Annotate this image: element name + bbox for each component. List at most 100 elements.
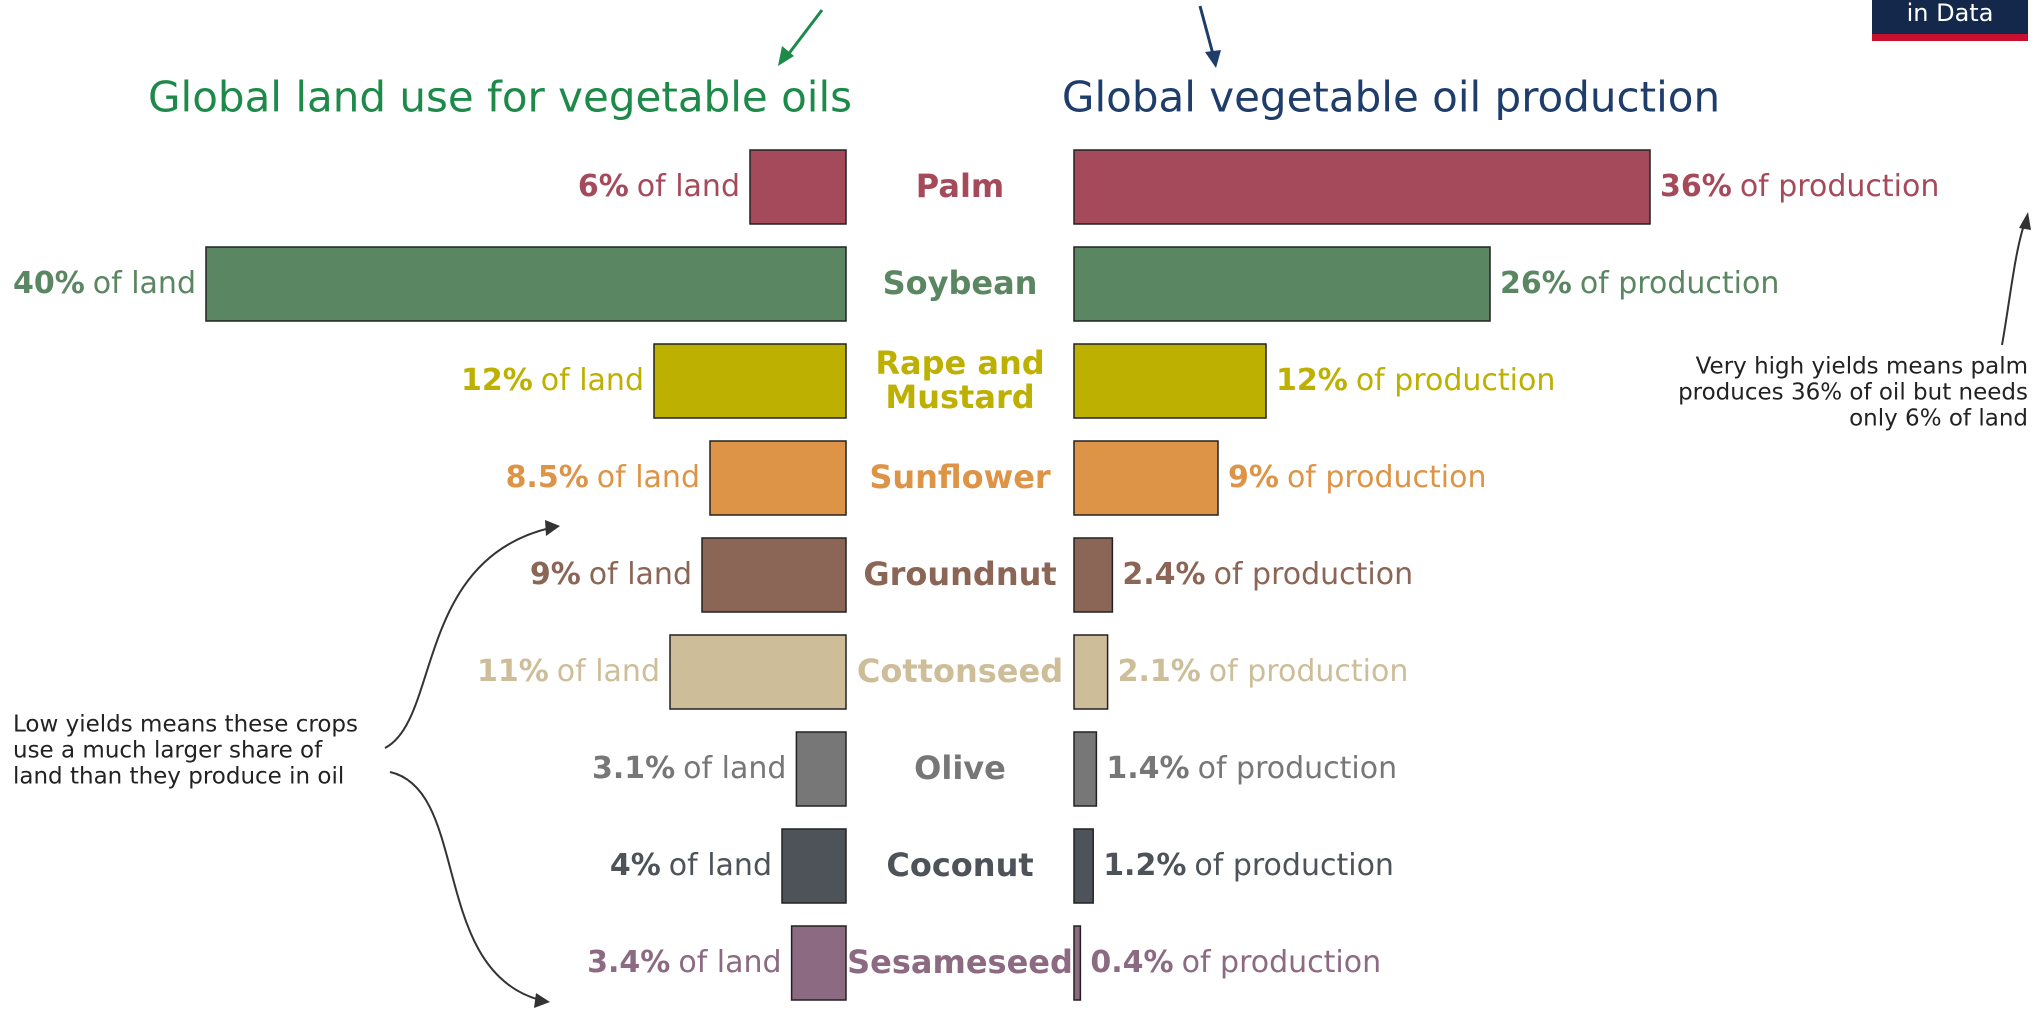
category-label: Sunflower bbox=[869, 458, 1051, 497]
value-number: 4% bbox=[610, 848, 661, 883]
value-label: 1.2% of production bbox=[1103, 848, 1394, 883]
value-label: 3.4% of land bbox=[587, 945, 781, 980]
value-number: 2.1% bbox=[1118, 654, 1201, 689]
arrow-head bbox=[2019, 212, 2031, 230]
value-number: 3.1% bbox=[592, 751, 675, 786]
value-number: 9% bbox=[530, 557, 581, 592]
value-unit: of production bbox=[1287, 460, 1487, 495]
value-unit: of production bbox=[1580, 266, 1780, 301]
bar bbox=[1073, 828, 1094, 904]
arrow-head bbox=[534, 993, 550, 1008]
category-label: Sesameseed bbox=[848, 943, 1072, 982]
value-number: 12% bbox=[1276, 363, 1348, 398]
category-box: Sunflower bbox=[869, 458, 1051, 497]
annotation: use a much larger share of bbox=[13, 738, 323, 764]
value-unit: of production bbox=[1198, 751, 1398, 786]
value-unit: of land bbox=[683, 751, 786, 786]
value-label: 1.4% of production bbox=[1106, 751, 1397, 786]
bar bbox=[1073, 634, 1109, 710]
value-unit: of land bbox=[541, 363, 644, 398]
bar bbox=[709, 440, 847, 516]
category-box: Groundnut bbox=[863, 557, 1056, 591]
bar bbox=[1073, 246, 1491, 322]
value-label: 26% of production bbox=[1500, 266, 1779, 301]
annotation: only 6% of land bbox=[1849, 406, 2028, 432]
value-unit: of production bbox=[1214, 557, 1414, 592]
value-number: 3.4% bbox=[587, 945, 670, 980]
value-number: 1.4% bbox=[1106, 751, 1189, 786]
value-label: 12% of land bbox=[461, 363, 644, 398]
logo-stripe bbox=[1872, 34, 2028, 41]
bar bbox=[669, 634, 847, 710]
value-label: 6% of land bbox=[578, 169, 740, 204]
value-label: 9% of land bbox=[530, 557, 692, 592]
bar bbox=[795, 731, 847, 807]
category-label: Soybean bbox=[882, 264, 1038, 303]
bar bbox=[749, 149, 847, 225]
bar bbox=[781, 828, 847, 904]
value-label: 2.4% of production bbox=[1122, 557, 1413, 592]
category-label: Palm bbox=[915, 167, 1005, 206]
value-label: 2.1% of production bbox=[1118, 654, 1409, 689]
value-label: 0.4% of production bbox=[1090, 945, 1381, 980]
annotation-arrow bbox=[389, 771, 541, 1001]
arrow bbox=[782, 9, 824, 61]
category-box: Rape and Mustard bbox=[875, 344, 1045, 416]
value-unit: of production bbox=[1182, 945, 1382, 980]
value-number: 26% bbox=[1500, 266, 1572, 301]
value-unit: of production bbox=[1356, 363, 1556, 398]
value-number: 0.4% bbox=[1090, 945, 1173, 980]
annotation: land than they produce in oil bbox=[13, 764, 344, 790]
bar bbox=[1073, 440, 1219, 516]
logo-box bbox=[1872, 0, 2028, 34]
bar bbox=[205, 246, 847, 322]
category-box: Soybean bbox=[882, 264, 1038, 303]
value-number: 12% bbox=[461, 363, 533, 398]
panel-title: Global land use for vegetable oils bbox=[148, 73, 852, 122]
bar bbox=[1073, 537, 1114, 613]
value-unit: of land bbox=[637, 169, 740, 204]
bar bbox=[1073, 343, 1267, 419]
value-label: 12% of production bbox=[1276, 363, 1555, 398]
value-label: 9% of production bbox=[1228, 460, 1486, 495]
category-box: Coconut bbox=[886, 846, 1034, 885]
category-box: Olive bbox=[914, 749, 1006, 788]
value-label: 11% of land bbox=[477, 654, 660, 689]
annotation: Very high yields means palm bbox=[1696, 354, 2028, 380]
value-label: 40% of land bbox=[13, 266, 196, 301]
annotation-arrow bbox=[2001, 221, 2026, 346]
category-box: Palm bbox=[915, 167, 1005, 206]
value-label: 8.5% of land bbox=[506, 460, 700, 495]
arrow bbox=[1198, 5, 1216, 59]
value-number: 40% bbox=[13, 266, 85, 301]
value-number: 2.4% bbox=[1122, 557, 1205, 592]
value-unit: of land bbox=[557, 654, 660, 689]
value-unit: of production bbox=[1740, 169, 1940, 204]
category-box: Cottonseed bbox=[856, 652, 1064, 691]
value-unit: of land bbox=[93, 266, 196, 301]
category-box: Sesameseed bbox=[848, 943, 1072, 982]
bar bbox=[1073, 731, 1098, 807]
value-number: 8.5% bbox=[506, 460, 589, 495]
category-label: Coconut bbox=[886, 846, 1034, 885]
value-number: 1.2% bbox=[1103, 848, 1186, 883]
annotation-arrow bbox=[384, 527, 551, 749]
annotation: Low yields means these crops bbox=[13, 712, 358, 738]
value-unit: of land bbox=[669, 848, 772, 883]
category-label: Rape and Mustard bbox=[875, 344, 1045, 416]
annotation: produces 36% of oil but needs bbox=[1678, 380, 2028, 406]
value-unit: of production bbox=[1209, 654, 1409, 689]
bar bbox=[653, 343, 847, 419]
category-label: Olive bbox=[914, 749, 1006, 788]
value-unit: of land bbox=[597, 460, 700, 495]
arrow-head bbox=[778, 46, 794, 66]
value-label: 4% of land bbox=[610, 848, 772, 883]
value-number: 11% bbox=[477, 654, 549, 689]
value-label: 36% of production bbox=[1660, 169, 1939, 204]
category-label: Cottonseed bbox=[856, 652, 1064, 691]
panel-title: Global vegetable oil production bbox=[1062, 73, 1720, 122]
value-number: 9% bbox=[1228, 460, 1279, 495]
value-number: 36% bbox=[1660, 169, 1732, 204]
arrow-head bbox=[545, 520, 560, 536]
